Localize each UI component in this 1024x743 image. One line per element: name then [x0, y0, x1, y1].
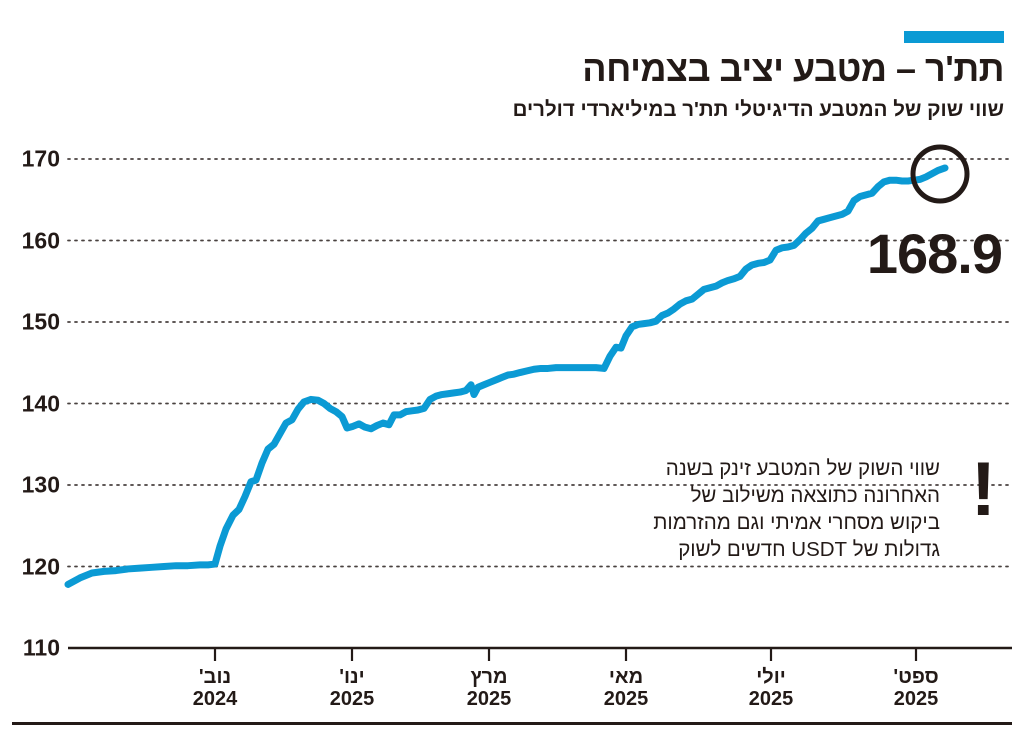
- accent-bar: [904, 31, 1004, 43]
- y-axis-tick-label: 110: [22, 634, 60, 661]
- x-tick-year: 2025: [603, 688, 649, 711]
- exclamation-icon: !: [970, 447, 996, 532]
- footer-divider: [12, 722, 1012, 725]
- x-tick-month: נוב': [198, 666, 232, 688]
- y-axis-tick-label: 120: [21, 553, 60, 579]
- y-axis-tick-label: 170: [21, 145, 60, 172]
- annotation-line: שווי השוק של המטבע זינק בשנה: [665, 457, 940, 480]
- x-tick-year: 2025: [329, 688, 375, 711]
- x-tick-month: מאי: [608, 666, 644, 688]
- x-axis-tick-label: יולי 2025: [749, 666, 794, 711]
- x-tick-month: מרץ: [470, 666, 508, 688]
- annotation-line: האחרונה כתוצאה משילוב של: [690, 484, 940, 508]
- circle-marker-icon: [910, 144, 970, 204]
- annotation-line: ביקוש מסחרי אמיתי וגם מהזרמות: [653, 511, 940, 535]
- x-axis-tick-label: מאי 2025: [604, 666, 649, 711]
- data-line-series: [64, 164, 949, 588]
- page-title: תת'ר – מטבע יציב בצמיחה: [582, 48, 1004, 89]
- x-axis-tick-label: נוב' 2024: [193, 666, 238, 711]
- x-axis-tick-label: ינו' 2025: [330, 666, 375, 711]
- x-axis-tick-label: ספט' 2025: [893, 666, 938, 711]
- x-axis-tick-label: מרץ 2025: [467, 666, 512, 711]
- page-subtitle: שווי שוק של המטבע הדיגיטלי תת'ר במיליארד…: [512, 98, 1004, 121]
- x-tick-year: 2024: [192, 688, 238, 711]
- x-tick-year: 2025: [466, 688, 512, 711]
- x-tick-month: ינו': [339, 666, 365, 688]
- x-tick-month: ספט': [893, 666, 939, 688]
- value-callout-label: 168.9: [866, 222, 1003, 285]
- y-axis-tick-label: 140: [21, 390, 60, 416]
- x-tick-year: 2025: [893, 688, 939, 711]
- y-axis-tick-label: 150: [21, 308, 60, 335]
- annotation-text: שווי השוק של המטבע זינק בשנה האחרונה כתוצ…: [520, 455, 940, 563]
- x-tick-month: יולי: [756, 666, 786, 688]
- annotation-line: גדולות של USDT חדשים לשוק: [678, 538, 940, 562]
- y-axis-tick-label: 160: [21, 227, 60, 253]
- x-tick-year: 2025: [748, 688, 794, 711]
- y-axis-tick-label: 130: [21, 471, 60, 498]
